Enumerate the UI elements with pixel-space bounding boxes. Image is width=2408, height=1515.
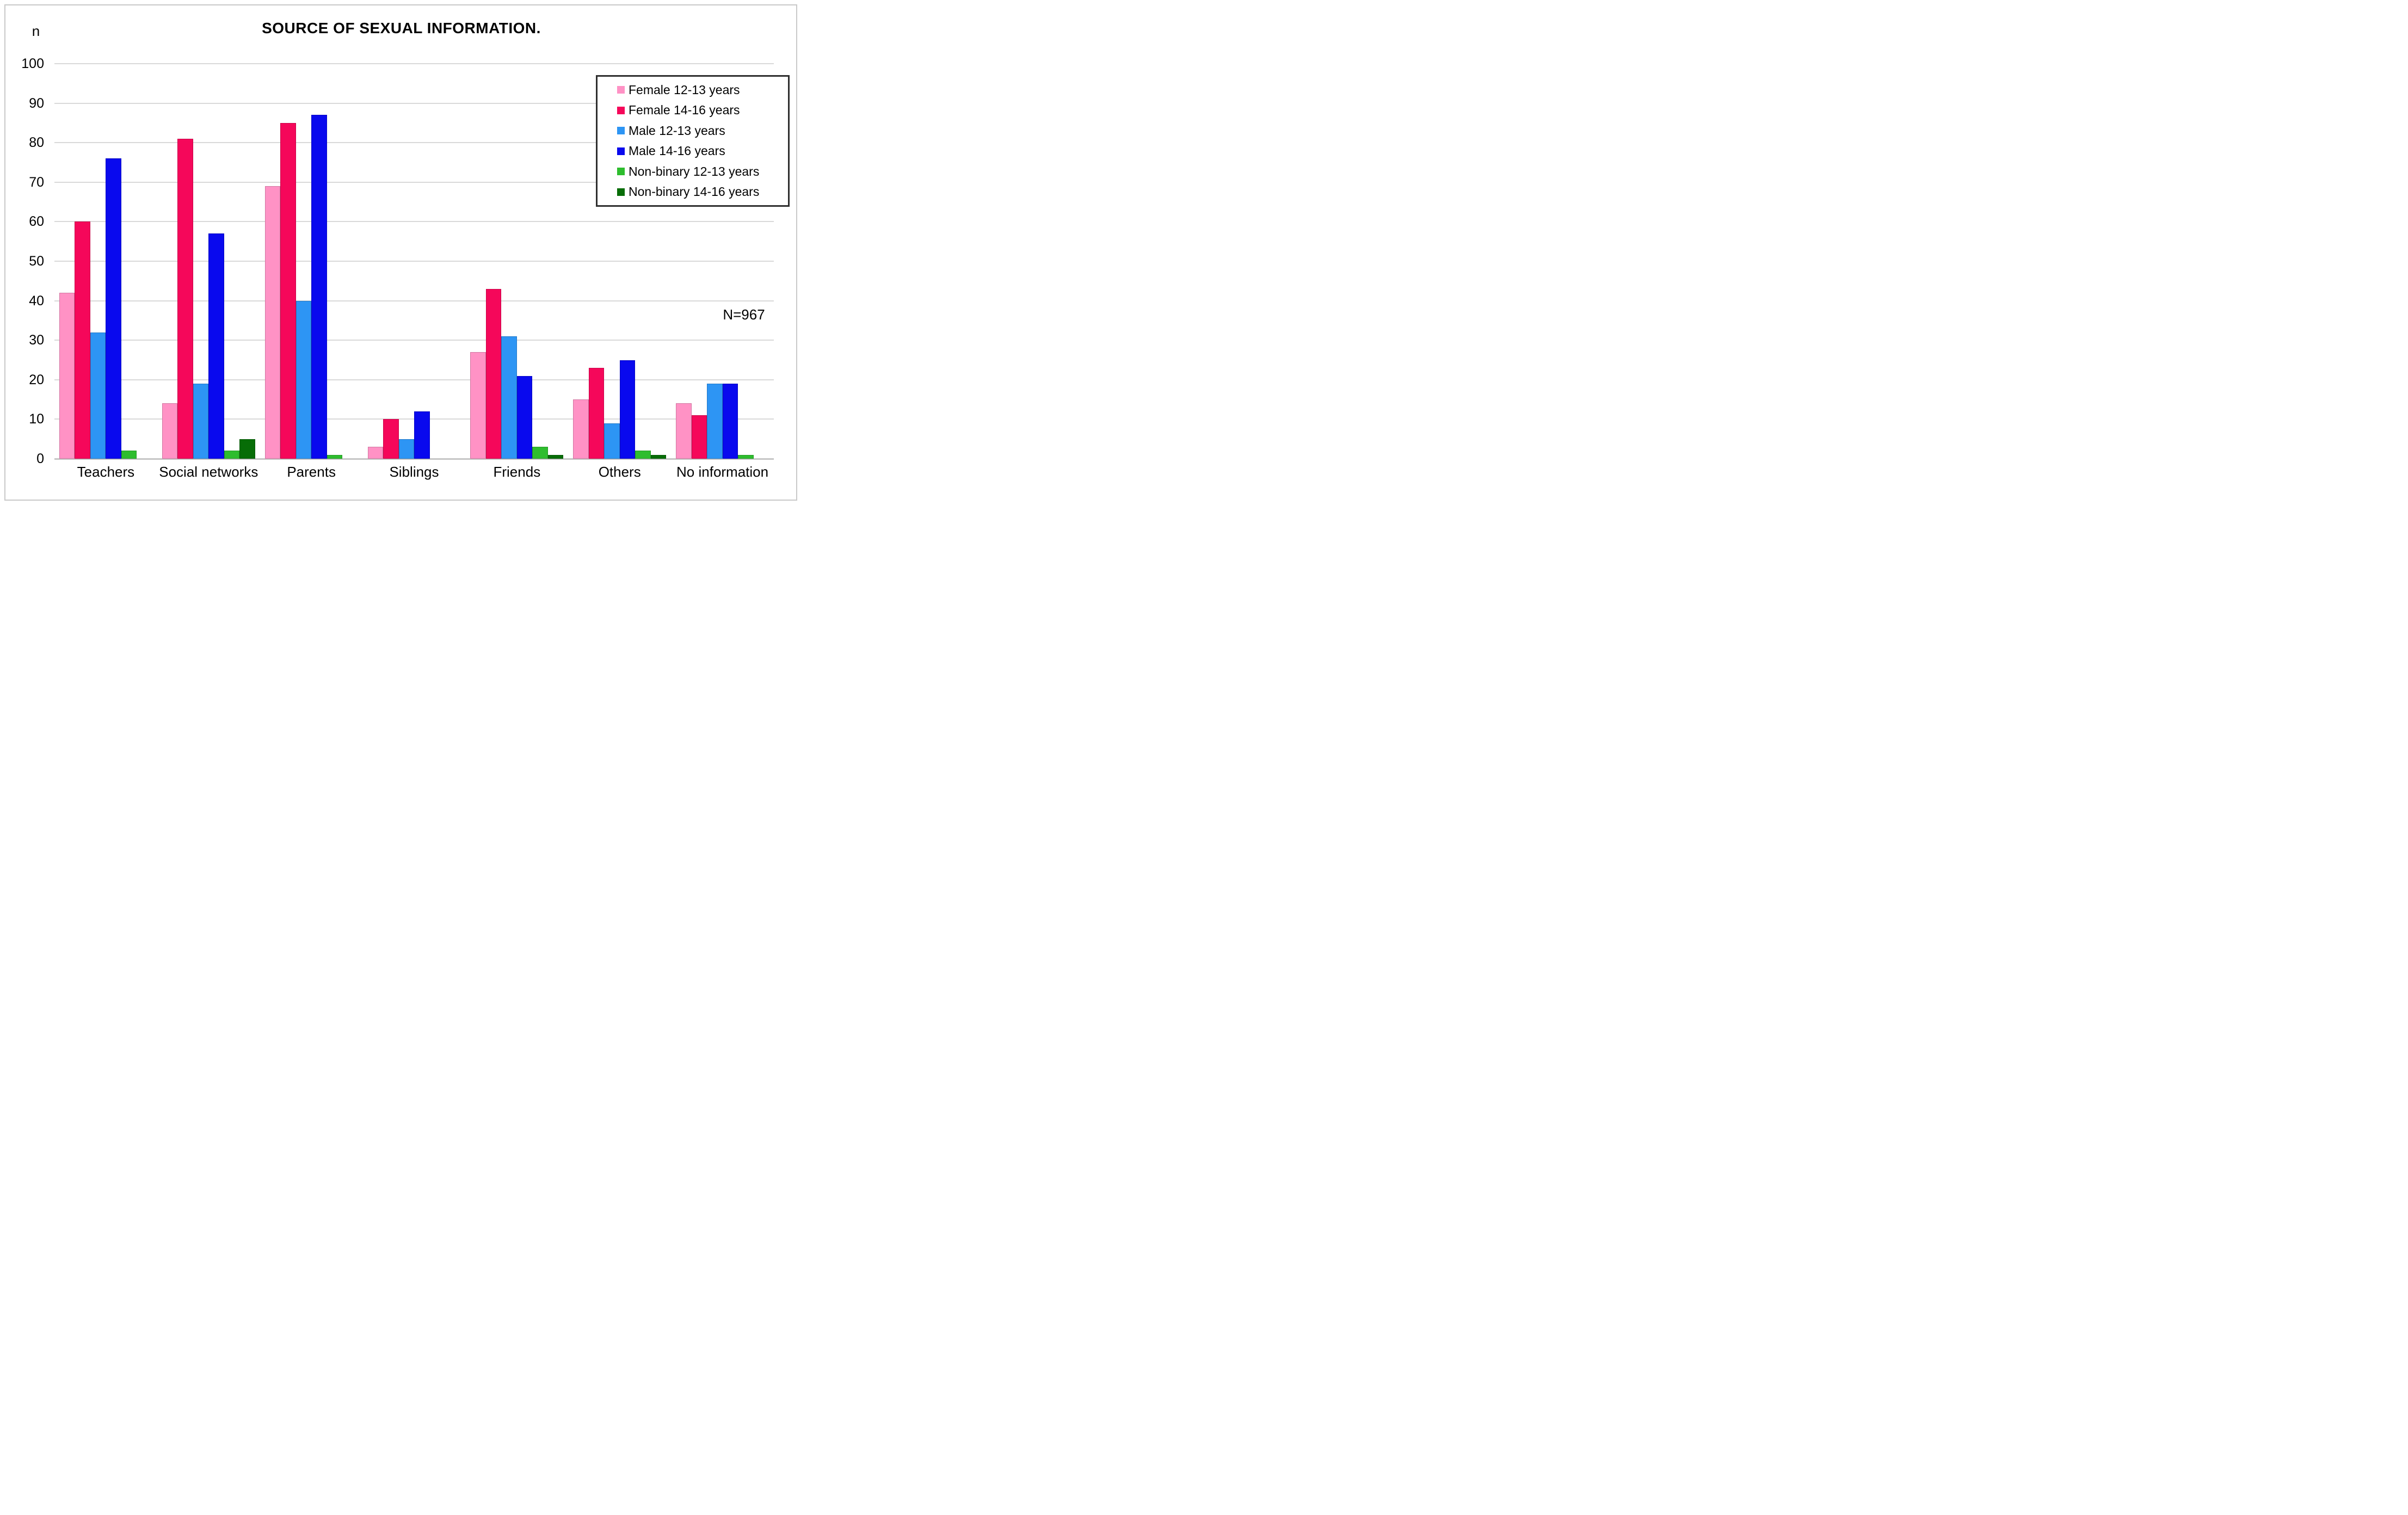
bar <box>162 403 178 459</box>
bar <box>295 300 312 459</box>
bar <box>588 368 605 459</box>
x-category-label: Social networks <box>159 464 258 480</box>
bar <box>722 384 738 459</box>
legend: Female 12-13 years Female 14-16 years Male… <box>596 75 790 207</box>
bar <box>604 423 620 459</box>
bar <box>383 419 399 459</box>
bar <box>485 288 502 459</box>
bar <box>650 454 667 459</box>
bar <box>516 375 533 459</box>
gridline <box>54 102 774 104</box>
y-tick-label: 40 <box>29 293 44 309</box>
y-tick-label: 30 <box>29 332 44 348</box>
legend-swatch-icon <box>617 168 625 176</box>
gridline <box>54 63 774 64</box>
x-category-label: No information <box>676 464 769 480</box>
plot-area <box>54 63 774 460</box>
bar <box>398 439 414 459</box>
y-axis-unit-label: n <box>32 23 40 39</box>
y-tick-label: 70 <box>29 174 44 190</box>
gridline <box>54 300 774 301</box>
bar <box>121 451 137 459</box>
x-category-label: Parents <box>287 464 336 480</box>
legend-swatch-icon <box>617 188 625 196</box>
bar <box>264 186 281 459</box>
bar <box>470 352 486 459</box>
legend-item: Female 12-13 years <box>617 81 788 99</box>
gridline <box>54 340 774 341</box>
bar <box>619 360 636 459</box>
bar <box>75 221 90 459</box>
gridline <box>54 142 774 144</box>
y-tick-label: 100 <box>21 56 44 71</box>
legend-item: Non-binary 12-13 years <box>617 162 788 181</box>
legend-item: Female 14-16 years <box>617 101 788 120</box>
legend-swatch-icon <box>617 106 625 114</box>
bar <box>367 447 383 459</box>
y-tick-label: 80 <box>29 135 44 151</box>
bar <box>239 439 255 459</box>
legend-item-label: Female 12-13 years <box>629 82 740 97</box>
x-axis-line <box>54 458 774 460</box>
x-category-label: Friends <box>493 464 541 480</box>
bar <box>193 384 209 459</box>
bar <box>90 332 106 459</box>
bar <box>501 336 517 459</box>
legend-item: Male 12-13 years <box>617 121 788 140</box>
legend-item: Non-binary 14-16 years <box>617 183 788 201</box>
y-tick-label: 0 <box>36 451 44 466</box>
bar <box>691 415 707 459</box>
legend-swatch-icon <box>617 86 625 94</box>
y-tick-label: 20 <box>29 372 44 387</box>
bar <box>573 399 589 459</box>
gridline <box>54 221 774 223</box>
bar <box>106 158 121 459</box>
legend-item-label: Female 14-16 years <box>629 103 740 118</box>
bar <box>738 454 754 459</box>
legend-item-label: Non-binary 12-13 years <box>629 164 760 178</box>
x-category-label: Others <box>598 464 641 480</box>
gridline <box>54 261 774 262</box>
legend-item-label: Male 14-16 years <box>629 144 725 158</box>
bar <box>414 411 430 459</box>
y-tick-label: 60 <box>29 214 44 230</box>
x-category-label: Siblings <box>389 464 439 480</box>
chart-title: SOURCE OF SEXUAL INFORMATION. <box>262 20 541 36</box>
x-category-label: Teachers <box>77 464 135 480</box>
legend-item: Male 14-16 years <box>617 142 788 161</box>
y-tick-label: 10 <box>29 411 44 427</box>
bar <box>676 403 692 459</box>
chart-figure: SOURCE OF SEXUAL INFORMATION. n 0 10 20 30 4… <box>0 0 803 505</box>
bar <box>208 233 224 459</box>
bar <box>547 454 564 459</box>
bar <box>280 122 296 459</box>
bar <box>635 451 651 459</box>
y-tick-label: 90 <box>29 95 44 111</box>
bar <box>707 384 723 459</box>
legend-item-label: Male 12-13 years <box>629 123 725 138</box>
gridline <box>54 379 774 380</box>
bar <box>327 454 343 459</box>
legend-swatch-icon <box>617 147 625 155</box>
bar <box>59 293 75 459</box>
sample-size-annotation: N=967 <box>723 306 765 323</box>
bar <box>177 138 193 459</box>
legend-item-label: Non-binary 14-16 years <box>629 184 760 199</box>
bar <box>532 447 548 459</box>
gridline <box>54 181 774 183</box>
bar <box>311 115 327 459</box>
bar <box>224 451 240 459</box>
y-tick-label: 50 <box>29 254 44 269</box>
legend-swatch-icon <box>617 127 625 135</box>
